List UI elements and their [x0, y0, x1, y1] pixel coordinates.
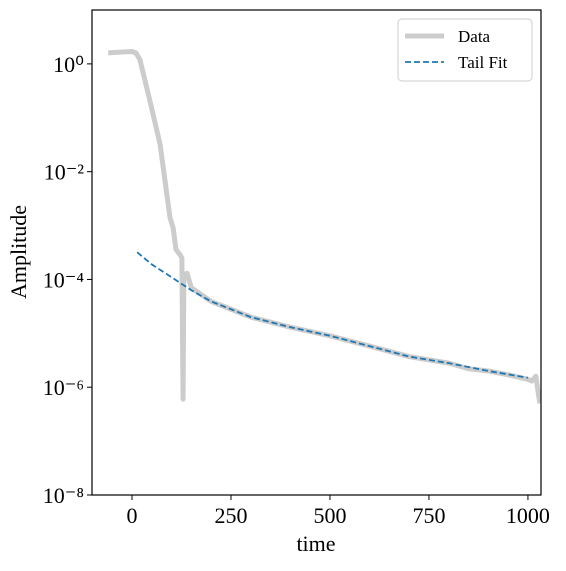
x-tick-label: 750 [412, 503, 445, 528]
legend-label: Tail Fit [458, 53, 508, 72]
series-line [108, 48, 541, 404]
y-tick-label: 10⁻⁴ [43, 267, 85, 292]
x-tick-label: 250 [214, 503, 247, 528]
legend-label: Data [458, 27, 491, 46]
x-tick-label: 0 [126, 503, 137, 528]
y-tick-label: 10⁻⁸ [43, 483, 84, 508]
plot [108, 48, 541, 404]
x-tick-label: 500 [313, 503, 346, 528]
plot-frame [91, 9, 542, 496]
x-tick-label: 1000 [506, 503, 550, 528]
series-line [136, 251, 529, 379]
y-tick-label: 10⁰ [53, 52, 84, 77]
y-tick-label: 10⁻² [44, 160, 85, 185]
x-axis-label: time [296, 531, 335, 556]
y-tick-label: 10⁻⁶ [43, 375, 84, 400]
y-axis-label: Amplitude [6, 205, 31, 299]
